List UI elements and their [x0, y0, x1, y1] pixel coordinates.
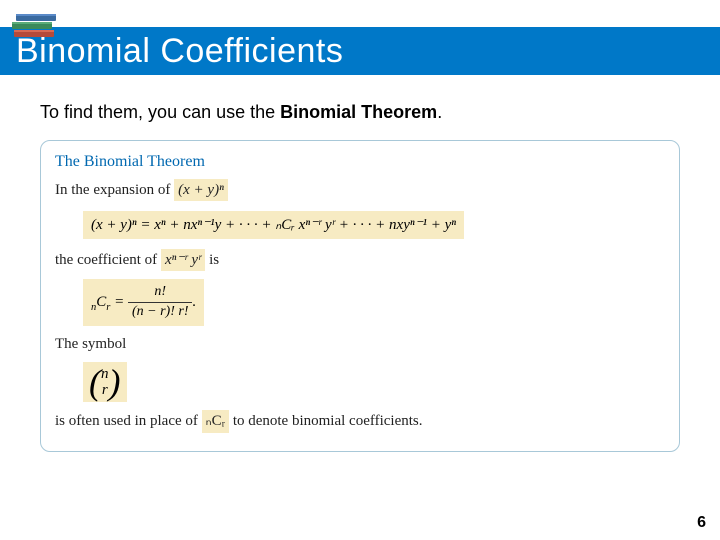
frac-den: (n − r)! r! — [128, 303, 193, 322]
right-paren: ) — [109, 364, 121, 400]
coef-C: C — [96, 294, 106, 310]
coefficient-formula: nCr = n!(n − r)! r!. — [83, 279, 204, 326]
binomial-symbol: (nr) — [83, 362, 127, 402]
binom-n: n — [101, 366, 109, 382]
symbol-label: The symbol — [55, 334, 665, 354]
books-icon — [10, 8, 60, 48]
coef-period: . — [192, 294, 196, 310]
theorem-line-2: the coefficient of xⁿ⁻ʳ yʳ is — [55, 249, 665, 271]
final-c: ₙCᵣ — [202, 410, 229, 432]
page-number: 6 — [697, 514, 706, 532]
coef-eq: = — [110, 294, 128, 310]
line2-pre: the coefficient of — [55, 252, 161, 268]
intro-post: . — [437, 102, 442, 122]
expansion-right: xⁿ⁻ʳ yʳ + · · · + nxyⁿ⁻¹ + yⁿ — [295, 217, 456, 233]
final-post: to denote binomial coefficients. — [229, 413, 422, 429]
line2-post: is — [205, 252, 219, 268]
frac-num: n! — [128, 283, 193, 303]
binom-stack: nr — [101, 366, 109, 399]
intro-bold: Binomial Theorem — [280, 102, 437, 122]
title-bar: Binomial Coefficients — [0, 27, 720, 75]
line1-expr: (x + y)ⁿ — [174, 179, 228, 201]
line2-expr: xⁿ⁻ʳ yʳ — [161, 249, 205, 271]
coef-fraction: n!(n − r)! r! — [128, 283, 193, 322]
line1-pre: In the expansion of — [55, 182, 174, 198]
intro-text: To find them, you can use the Binomial T… — [40, 102, 442, 123]
expansion-formula: (x + y)ⁿ = xⁿ + nxⁿ⁻¹y + · · · + ₙCᵣ xⁿ⁻… — [83, 211, 464, 239]
left-paren: ( — [89, 364, 101, 400]
binom-r: r — [102, 382, 108, 398]
intro-pre: To find them, you can use the — [40, 102, 280, 122]
theorem-box: The Binomial Theorem In the expansion of… — [40, 140, 680, 452]
theorem-heading: The Binomial Theorem — [55, 151, 665, 173]
page-title: Binomial Coefficients — [16, 32, 343, 71]
final-line: is often used in place of ₙCᵣ to denote … — [55, 410, 665, 432]
final-pre: is often used in place of — [55, 413, 202, 429]
expansion-c: ₙCᵣ — [275, 217, 295, 233]
theorem-line-1: In the expansion of (x + y)ⁿ — [55, 179, 665, 201]
expansion-left: (x + y)ⁿ = xⁿ + nxⁿ⁻¹y + · · · + — [91, 217, 275, 233]
